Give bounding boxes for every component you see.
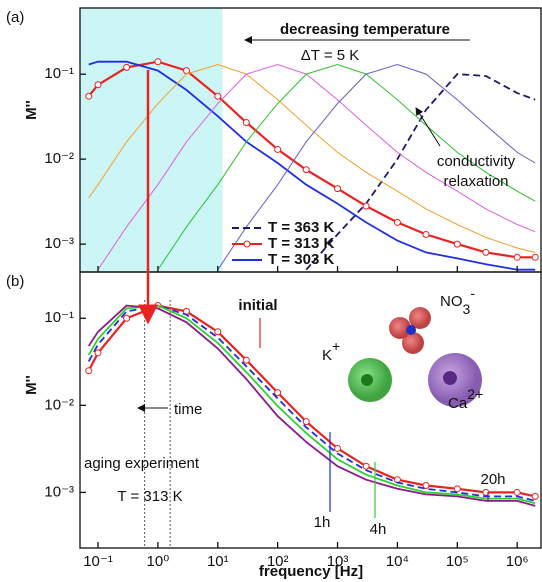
- data-point: [214, 328, 222, 336]
- data-point: [531, 253, 539, 261]
- panel-label: (b): [6, 273, 24, 290]
- x-tick-label: 10²: [267, 553, 289, 570]
- ion-label: NO3-: [440, 285, 475, 317]
- y-axis-label: M'': [23, 375, 40, 395]
- x-tick-label: 10⁵: [446, 553, 469, 570]
- data-point: [362, 202, 370, 210]
- data-point: [123, 63, 131, 71]
- series-line: [305, 73, 536, 271]
- data-point: [302, 166, 310, 174]
- data-point: [453, 240, 461, 248]
- plot-area: [85, 302, 539, 507]
- ion-label: K+: [322, 338, 340, 364]
- data-point: [334, 444, 342, 452]
- x-axis-label: frequency [Hz]: [259, 563, 363, 580]
- shaded-range: [80, 8, 223, 272]
- data-point: [393, 218, 401, 226]
- data-point: [422, 482, 430, 490]
- data-point: [531, 492, 539, 500]
- data-point: [214, 92, 222, 100]
- series-line: [217, 63, 536, 270]
- series-line: [87, 304, 536, 505]
- series-line: [87, 304, 536, 502]
- annotation: ΔT = 5 K: [301, 47, 360, 64]
- ion-icons: [348, 307, 482, 407]
- data-point: [422, 230, 430, 238]
- series-line: [87, 304, 536, 507]
- annotation: conductivity: [437, 153, 516, 170]
- ion-text: Ca: [448, 395, 468, 412]
- data-point: [513, 253, 521, 261]
- data-point: [182, 67, 190, 75]
- x-tick-label: 10¹: [207, 553, 229, 570]
- y-tick-label: 10⁻¹: [44, 65, 74, 82]
- ion-text: -: [470, 285, 475, 301]
- series-label: 20h: [480, 471, 505, 488]
- annotation: time: [174, 401, 202, 418]
- data-point: [513, 488, 521, 496]
- axis-frame: [79, 271, 542, 549]
- ion-text: 3: [463, 301, 471, 317]
- series-label: 4h: [370, 521, 387, 538]
- legend-label: T = 363 K: [268, 219, 334, 236]
- data-point: [334, 185, 342, 193]
- data-point: [274, 145, 282, 153]
- data-point: [123, 314, 131, 322]
- panel-label: (a): [6, 9, 24, 26]
- data-point: [453, 485, 461, 493]
- ion-text: +: [332, 338, 340, 354]
- y-tick-label: 10⁻²: [44, 150, 74, 167]
- x-tick-label: 10⁻¹: [83, 553, 113, 570]
- series-label: 1h: [314, 514, 331, 531]
- annotation: decreasing temperature: [280, 21, 450, 38]
- x-tick-label: 10³: [327, 553, 349, 570]
- y-tick-label: 10⁻¹: [44, 309, 74, 326]
- annotation: relaxation: [443, 173, 508, 190]
- data-point: [274, 389, 282, 397]
- series-line: [97, 63, 536, 270]
- x-tick-label: 10⁴: [386, 553, 409, 570]
- data-point: [94, 81, 102, 89]
- data-point: [154, 58, 162, 66]
- ion-text: K: [322, 347, 332, 364]
- y-tick-label: 10⁻³: [44, 483, 74, 500]
- data-point: [482, 488, 490, 496]
- data-point: [482, 248, 490, 256]
- data-point: [85, 367, 93, 375]
- y-axis-label: M'': [23, 100, 40, 120]
- data-point: [242, 356, 250, 364]
- data-point: [362, 462, 370, 470]
- series-line: [157, 63, 536, 270]
- x-tick-label: 10⁰: [147, 553, 170, 570]
- ion-text: 2+: [467, 386, 483, 402]
- annotation: T = 313 K: [117, 488, 182, 505]
- y-tick-label: 10⁻³: [44, 235, 74, 252]
- legend-marker: [243, 240, 251, 248]
- x-tick-label: 10⁶: [506, 553, 529, 570]
- y-tick-label: 10⁻²: [44, 396, 74, 413]
- legend-label: T = 303 K: [268, 251, 334, 268]
- legend-label: T = 313 K: [268, 235, 334, 252]
- data-point: [85, 92, 93, 100]
- annotation: aging experiment: [84, 455, 200, 472]
- data-point: [94, 349, 102, 357]
- ion-text: NO: [440, 293, 463, 310]
- data-point: [242, 118, 250, 126]
- ion-label: Ca2+: [448, 386, 483, 412]
- series-line: [88, 60, 536, 271]
- plot-area: [85, 58, 539, 271]
- series-label: initial: [238, 297, 277, 314]
- plots: 10⁻³ 10⁻² 10⁻¹ (a) M'' 10⁻³ 10⁻² 10⁻¹ 10⁻¹ 10⁰ 10¹…: [6, 7, 542, 580]
- data-point: [302, 418, 310, 426]
- annotation-arrow: [415, 107, 441, 147]
